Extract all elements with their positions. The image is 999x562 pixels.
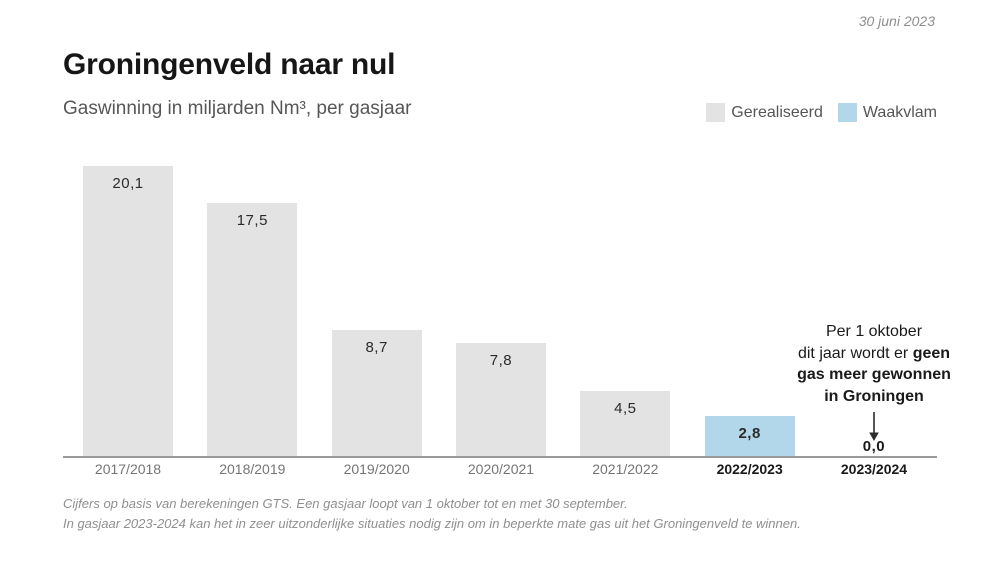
bar-2021-2022: 4,5	[580, 391, 671, 456]
down-arrow-icon	[869, 412, 879, 441]
annotation-line: dit jaar wordt er geen	[797, 344, 951, 362]
bar-2019-2020: 8,7	[331, 330, 422, 456]
footnote-line: Cijfers op basis van berekeningen GTS. E…	[63, 496, 628, 511]
bar-value-label: 8,7	[365, 339, 388, 357]
page-title: Groningenveld naar nul	[63, 48, 396, 81]
x-axis-label: 2022/2023	[716, 461, 783, 477]
chart-subtitle: Gaswinning in miljarden Nm³, per gasjaar	[63, 98, 412, 119]
legend-label: Waakvlam	[862, 103, 937, 121]
date-label: 30 juni 2023	[858, 13, 935, 29]
legend-label: Gerealiseerd	[731, 103, 823, 121]
bar-value-label: 17,5	[236, 212, 268, 230]
annotation-text: Per 1 oktober dit jaar wordt er geen gas m…	[752, 321, 996, 407]
x-axis-label: 2019/2020	[343, 461, 410, 477]
bar-value-label: 2,8	[738, 424, 761, 442]
bar-value-label: 4,5	[614, 400, 637, 418]
x-axis-label: 2021/2022	[592, 461, 659, 477]
legend: Gerealiseerd Waakvlam	[706, 103, 937, 122]
legend-swatch-icon	[837, 103, 857, 122]
footnotes: Cijfers op basis van berekeningen GTS. E…	[63, 494, 943, 534]
legend-swatch-icon	[706, 103, 726, 122]
x-axis-line	[63, 456, 937, 458]
zero-value-label: 0,0	[862, 438, 886, 455]
legend-item-gerealiseerd: Gerealiseerd	[706, 103, 823, 122]
bar-2018-2019: 17,5	[207, 203, 298, 456]
legend-item-waakvlam: Waakvlam	[837, 103, 937, 122]
bar-2017-2018: 20,1	[83, 165, 173, 456]
footnote-line: In gasjaar 2023-2024 kan het in zeer uit…	[63, 516, 801, 531]
bar-2020-2021: 7,8	[455, 343, 546, 456]
annotation-line: in Groningen	[824, 387, 924, 405]
bar-2022-2023: 2,8	[704, 415, 795, 456]
x-axis-label: 2017/2018	[94, 461, 162, 477]
x-axis-label: 2018/2019	[219, 461, 286, 477]
bar-value-label: 20,1	[112, 174, 144, 192]
annotation-line: Per 1 oktober	[825, 323, 923, 340]
bar-value-label: 7,8	[489, 352, 513, 370]
x-axis-label: 2020/2021	[467, 461, 535, 477]
x-axis-label: 2023/2024	[840, 461, 908, 477]
annotation-line: gas meer gewonnen	[797, 366, 951, 383]
